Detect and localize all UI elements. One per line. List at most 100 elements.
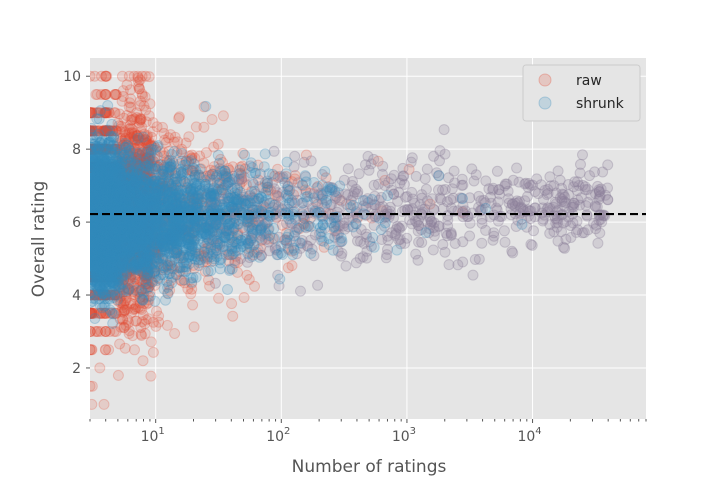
data-point bbox=[488, 230, 500, 242]
data-point bbox=[151, 121, 163, 133]
data-point bbox=[90, 326, 96, 337]
data-point bbox=[575, 158, 586, 170]
data-point bbox=[140, 278, 152, 290]
data-point bbox=[90, 125, 96, 137]
data-point bbox=[143, 177, 154, 189]
data-point bbox=[117, 85, 129, 97]
data-point bbox=[163, 132, 175, 144]
data-point bbox=[312, 279, 324, 291]
data-point bbox=[90, 143, 96, 155]
data-point bbox=[410, 170, 422, 182]
data-point bbox=[119, 160, 131, 172]
data-point bbox=[90, 271, 96, 283]
data-point bbox=[525, 238, 537, 250]
data-point bbox=[542, 183, 554, 195]
data-point bbox=[127, 239, 139, 251]
data-point bbox=[100, 125, 112, 137]
data-point bbox=[134, 115, 146, 127]
data-point bbox=[140, 270, 152, 282]
data-point bbox=[124, 97, 136, 109]
data-point bbox=[135, 228, 147, 240]
data-point bbox=[116, 188, 128, 200]
data-point bbox=[125, 269, 137, 281]
data-point bbox=[569, 176, 581, 188]
data-point bbox=[118, 218, 130, 229]
data-point bbox=[582, 184, 594, 195]
data-point bbox=[123, 328, 135, 340]
data-point bbox=[119, 271, 131, 282]
data-point bbox=[550, 217, 562, 229]
data-point bbox=[115, 178, 127, 190]
data-point bbox=[130, 177, 142, 189]
data-point bbox=[125, 131, 136, 143]
data-point bbox=[556, 226, 567, 238]
data-point bbox=[142, 214, 154, 225]
data-point bbox=[401, 191, 413, 202]
data-point bbox=[90, 234, 96, 246]
data-point bbox=[134, 286, 146, 298]
data-point bbox=[142, 157, 154, 169]
data-point bbox=[130, 261, 142, 273]
data-point bbox=[212, 138, 224, 150]
data-point bbox=[127, 247, 139, 259]
data-point bbox=[592, 237, 604, 249]
data-point bbox=[118, 200, 130, 212]
data-point bbox=[123, 134, 135, 145]
data-point bbox=[100, 180, 112, 192]
data-point bbox=[198, 121, 210, 133]
data-point bbox=[113, 217, 125, 228]
data-point bbox=[363, 164, 375, 176]
data-point bbox=[100, 161, 112, 173]
data-point bbox=[90, 125, 96, 137]
data-point bbox=[90, 234, 96, 246]
data-point bbox=[100, 326, 112, 337]
data-point bbox=[560, 216, 572, 227]
data-point bbox=[438, 124, 450, 136]
data-point bbox=[100, 198, 112, 210]
data-point bbox=[100, 161, 112, 173]
data-point bbox=[382, 243, 393, 255]
data-point bbox=[494, 188, 505, 200]
data-point bbox=[100, 216, 112, 228]
data-point bbox=[143, 181, 155, 193]
data-point bbox=[125, 160, 137, 172]
data-point bbox=[410, 248, 422, 260]
data-point bbox=[119, 158, 131, 169]
data-point bbox=[577, 149, 588, 161]
data-point bbox=[213, 292, 225, 304]
data-point bbox=[135, 189, 147, 201]
data-point bbox=[133, 264, 145, 276]
data-point bbox=[138, 247, 150, 259]
data-point bbox=[90, 253, 96, 265]
data-point bbox=[469, 254, 481, 265]
data-point bbox=[128, 289, 140, 300]
data-point bbox=[136, 146, 148, 158]
data-point bbox=[426, 193, 438, 205]
data-point bbox=[100, 253, 112, 265]
data-point bbox=[440, 227, 452, 239]
data-point bbox=[120, 231, 132, 243]
data-point bbox=[209, 277, 221, 289]
data-point bbox=[501, 178, 513, 190]
data-point bbox=[123, 231, 135, 242]
data-point bbox=[100, 271, 112, 283]
data-point bbox=[143, 236, 155, 248]
data-point bbox=[529, 186, 541, 198]
data-point bbox=[145, 370, 157, 382]
data-point bbox=[138, 157, 150, 169]
data-point bbox=[100, 180, 112, 192]
data-point bbox=[90, 271, 96, 283]
data-point bbox=[452, 259, 464, 271]
data-point bbox=[169, 328, 181, 339]
data-point bbox=[112, 369, 124, 381]
data-point bbox=[476, 213, 488, 225]
data-point bbox=[187, 299, 199, 311]
data-point bbox=[90, 161, 96, 173]
data-point bbox=[127, 247, 139, 259]
data-point bbox=[362, 150, 374, 162]
data-point bbox=[100, 198, 112, 210]
data-point bbox=[519, 195, 531, 207]
data-point bbox=[142, 232, 153, 244]
data-point bbox=[132, 188, 144, 200]
